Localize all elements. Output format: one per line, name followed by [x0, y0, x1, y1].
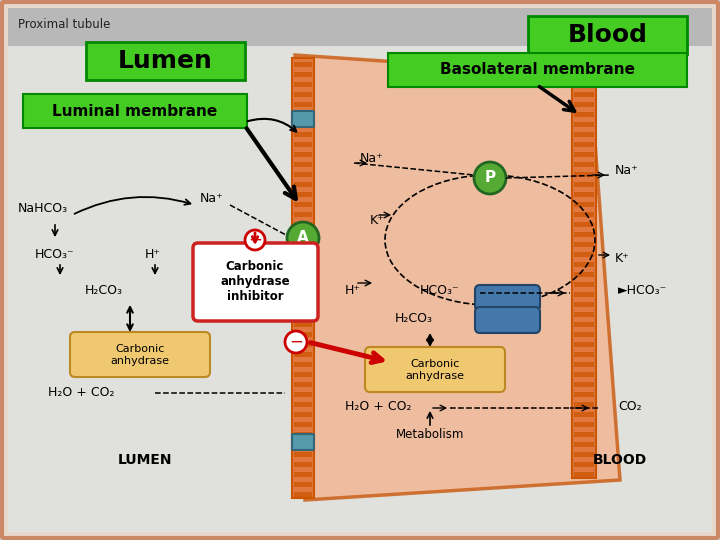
Text: A: A: [297, 231, 309, 246]
Bar: [574, 212, 594, 217]
Bar: [294, 142, 312, 147]
Text: Carbonic
anhydrase: Carbonic anhydrase: [110, 344, 169, 366]
Text: ►HCO₃⁻: ►HCO₃⁻: [618, 284, 667, 296]
Text: −: −: [248, 231, 262, 249]
FancyBboxPatch shape: [388, 53, 687, 87]
Bar: [574, 382, 594, 387]
Bar: [574, 412, 594, 417]
Bar: [294, 322, 312, 327]
Text: BLOOD: BLOOD: [593, 453, 647, 467]
Bar: [574, 322, 594, 327]
Bar: [294, 342, 312, 347]
Bar: [294, 162, 312, 167]
Text: H₂O + CO₂: H₂O + CO₂: [48, 387, 114, 400]
Bar: [294, 192, 312, 197]
Bar: [574, 312, 594, 317]
Text: H⁺: H⁺: [145, 248, 161, 261]
Bar: [294, 262, 312, 267]
Text: Proximal tubule: Proximal tubule: [18, 18, 110, 31]
Bar: [574, 392, 594, 397]
FancyBboxPatch shape: [292, 111, 314, 127]
Text: HCO₃⁻: HCO₃⁻: [35, 248, 75, 261]
Bar: [574, 432, 594, 437]
Bar: [574, 172, 594, 177]
FancyBboxPatch shape: [292, 434, 314, 450]
Bar: [8, 8, 712, 46]
Bar: [294, 472, 312, 477]
Bar: [574, 82, 594, 87]
Bar: [574, 192, 594, 197]
Circle shape: [245, 230, 265, 250]
Bar: [294, 152, 312, 157]
FancyBboxPatch shape: [475, 285, 540, 311]
Text: Lumen: Lumen: [117, 49, 212, 73]
Bar: [574, 342, 594, 347]
Bar: [574, 402, 594, 407]
Bar: [574, 252, 594, 257]
Bar: [294, 82, 312, 87]
Bar: [294, 132, 312, 137]
Bar: [294, 452, 312, 457]
FancyBboxPatch shape: [365, 347, 505, 392]
Bar: [574, 182, 594, 187]
Text: HCO₃⁻: HCO₃⁻: [420, 284, 459, 296]
FancyBboxPatch shape: [23, 94, 247, 128]
Text: K⁺: K⁺: [370, 213, 384, 226]
Text: Carbonic
anhydrase
inhibitor: Carbonic anhydrase inhibitor: [220, 260, 290, 303]
Bar: [574, 92, 594, 97]
Bar: [572, 78, 596, 478]
Bar: [574, 472, 594, 477]
Text: Na⁺: Na⁺: [200, 192, 224, 205]
Bar: [294, 482, 312, 487]
Bar: [574, 222, 594, 227]
Bar: [574, 262, 594, 267]
Bar: [574, 152, 594, 157]
Bar: [294, 312, 312, 317]
Text: Luminal membrane: Luminal membrane: [53, 104, 217, 118]
Bar: [294, 252, 312, 257]
Polygon shape: [295, 55, 620, 500]
Bar: [294, 442, 312, 447]
Bar: [574, 242, 594, 247]
Bar: [574, 272, 594, 277]
Bar: [574, 362, 594, 367]
Bar: [574, 442, 594, 447]
Bar: [294, 302, 312, 307]
Bar: [294, 242, 312, 247]
Bar: [294, 92, 312, 97]
Bar: [294, 352, 312, 357]
Bar: [294, 382, 312, 387]
Text: P: P: [485, 171, 495, 186]
Bar: [294, 272, 312, 277]
Bar: [294, 422, 312, 427]
Circle shape: [285, 331, 307, 353]
Text: Na⁺: Na⁺: [360, 152, 384, 165]
Bar: [294, 102, 312, 107]
FancyBboxPatch shape: [528, 16, 687, 54]
Bar: [574, 122, 594, 127]
Bar: [574, 352, 594, 357]
Text: H₂CO₃: H₂CO₃: [85, 284, 123, 296]
Bar: [294, 212, 312, 217]
Bar: [294, 202, 312, 207]
Text: LUMEN: LUMEN: [118, 453, 172, 467]
Bar: [294, 72, 312, 77]
Text: NaHCO₃: NaHCO₃: [18, 201, 68, 214]
Bar: [574, 422, 594, 427]
Bar: [574, 202, 594, 207]
Bar: [574, 452, 594, 457]
Bar: [574, 292, 594, 297]
Bar: [574, 462, 594, 467]
Text: Carbonic
anhydrase: Carbonic anhydrase: [405, 359, 464, 381]
Bar: [294, 392, 312, 397]
Bar: [294, 62, 312, 67]
Bar: [574, 332, 594, 337]
Circle shape: [474, 162, 506, 194]
Bar: [292, 58, 314, 498]
Text: Na⁺: Na⁺: [615, 164, 639, 177]
Bar: [294, 232, 312, 237]
Text: H⁺: H⁺: [345, 284, 361, 296]
Bar: [574, 112, 594, 117]
Text: Blood: Blood: [568, 23, 648, 47]
